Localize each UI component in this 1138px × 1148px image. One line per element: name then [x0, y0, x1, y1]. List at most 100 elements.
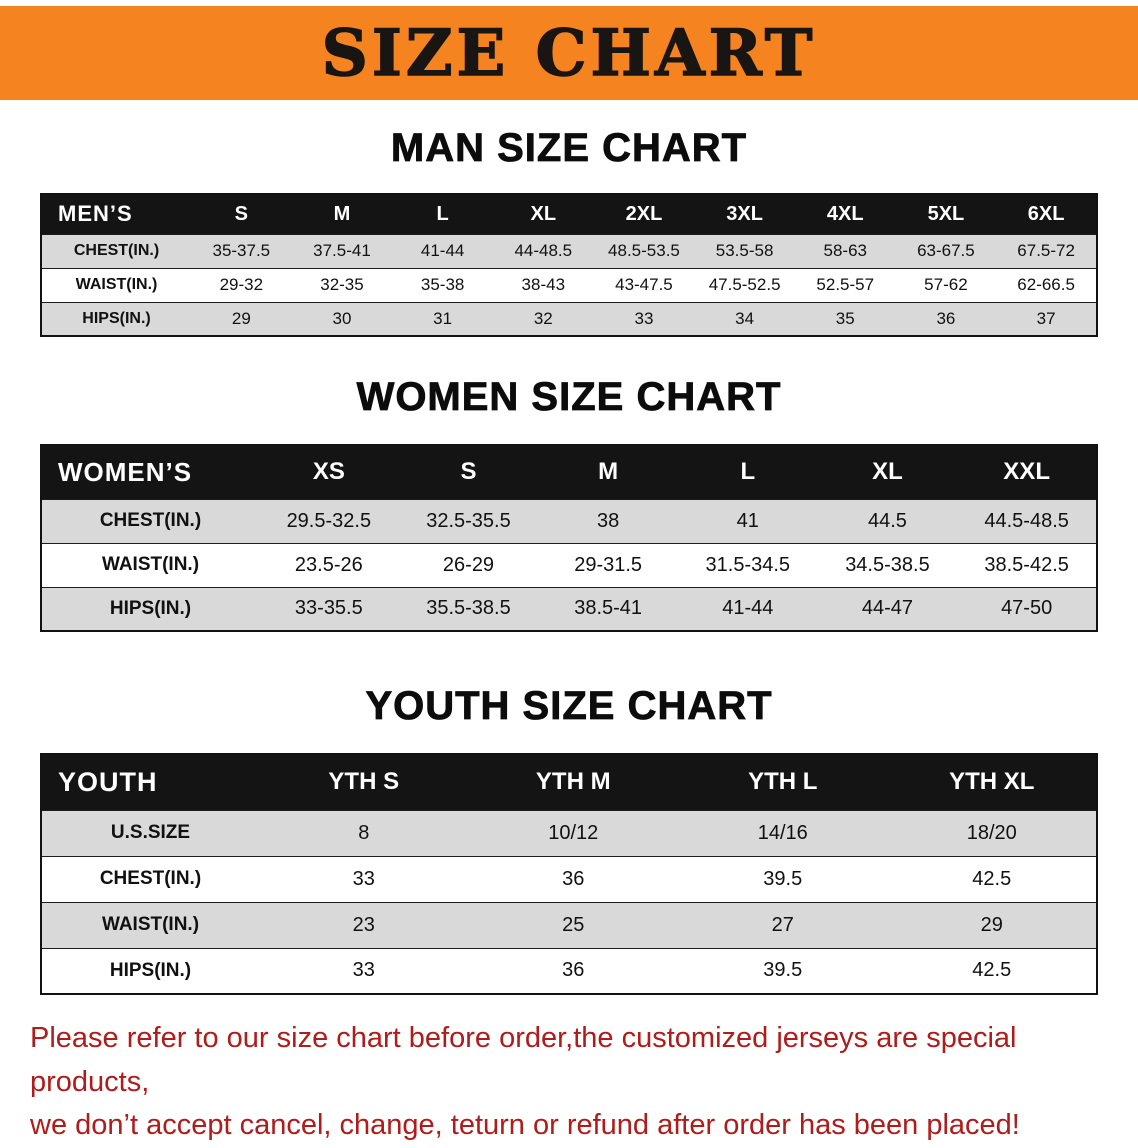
size-value-cell: 23 [352, 913, 375, 936]
column-header: 6XL [1027, 202, 1065, 225]
size-value-cell: 29-32 [219, 275, 264, 294]
size-value-cell: 67.5-72 [1017, 241, 1075, 260]
size-value-cell: 38.5-42.5 [984, 553, 1069, 576]
size-value-cell: 41-44 [722, 597, 774, 620]
size-value-cell: 31 [433, 308, 453, 328]
size-value-cell: 35-37.5 [212, 241, 271, 260]
table-row: HIPS(IN.) 33 36 39.5 42.5 [41, 948, 1097, 994]
column-header: M [598, 458, 619, 486]
table-row: CHEST(IN.) 35-37.5 37.5-41 41-44 44-48.5 48.5… [41, 234, 1097, 268]
size-value-cell: 18/20 [966, 821, 1017, 844]
women-size-chart-heading: WOMEN SIZE CHART [356, 375, 782, 420]
men-section: MAN SIZE CHART MEN’S S M L XL 2XL 3XL 4XL 5XL 6XL… [0, 126, 1138, 337]
row-label: HIPS(IN.) [109, 597, 192, 619]
table-corner-label: WOMEN’S [58, 456, 193, 487]
size-value-cell: 44-48.5 [514, 241, 573, 260]
table-row: CHEST(IN.) 29.5-32.5 32.5-35.5 38 41 44.5 44.5… [41, 499, 1097, 543]
size-value-cell: 35-38 [420, 275, 465, 294]
youth-size-table: YOUTH YTH S YTH M YTH L YTH XL U.S.SIZE 8 10/12… [40, 753, 1098, 995]
column-header: M [333, 202, 351, 225]
size-value-cell: 25 [562, 913, 585, 936]
table-row: WAIST(IN.) 23.5-26 26-29 29-31.5 31.5-34.5 34… [41, 543, 1097, 587]
size-value-cell: 29 [231, 308, 251, 328]
women-section: WOMEN SIZE CHART WOMEN’S XS S M L XL XXL CHEST(… [0, 375, 1138, 632]
column-header: YTH L [748, 768, 818, 796]
man-size-chart-heading: MAN SIZE CHART [390, 126, 748, 171]
size-value-cell: 34.5-38.5 [845, 553, 930, 576]
size-value-cell: 33-35.5 [294, 597, 363, 620]
header-row: YOUTH YTH S YTH M YTH L YTH XL [41, 754, 1097, 810]
size-value-cell: 32-35 [320, 275, 364, 294]
size-value-cell: 39.5 [763, 867, 803, 890]
table-corner-label: MEN’S [58, 201, 133, 227]
column-header: XL [872, 458, 903, 486]
youth-size-chart-heading: YOUTH SIZE CHART [365, 684, 773, 729]
size-value-cell: 29 [980, 913, 1003, 936]
column-header: L [740, 458, 756, 486]
size-value-cell: 44.5 [867, 509, 907, 532]
size-value-cell: 26-29 [442, 553, 495, 576]
row-label: WAIST(IN.) [101, 554, 200, 575]
column-header: S [234, 202, 248, 225]
disclaimer: Please refer to our size chart before or… [0, 1017, 1138, 1148]
size-value-cell: 47-50 [1001, 597, 1053, 620]
column-header: YTH S [328, 768, 400, 796]
column-header: YTH XL [949, 768, 1035, 796]
row-label: WAIST(IN.) [101, 914, 200, 935]
row-label: CHEST(IN.) [73, 242, 160, 259]
size-chart-page: SIZE CHART MAN SIZE CHART MEN’S S M L XL 2XL 3… [0, 6, 1138, 1148]
youth-section: YOUTH SIZE CHART YOUTH YTH S YTH M YTH L YTH… [0, 684, 1138, 995]
size-value-cell: 14/16 [757, 821, 808, 844]
size-value-cell: 38.5-41 [574, 597, 643, 620]
column-header: S [460, 458, 477, 486]
size-chart-title: SIZE CHART [321, 15, 817, 92]
size-value-cell: 44-47 [861, 597, 914, 620]
size-value-cell: 36 [562, 959, 585, 982]
size-value-cell: 33 [352, 959, 375, 982]
table-corner-label: YOUTH [58, 766, 158, 797]
header-row: WOMEN’S XS S M L XL XXL [41, 445, 1097, 499]
disclaimer-line-1: Please refer to our size chart before or… [30, 1022, 1017, 1098]
column-header: 4XL [826, 202, 864, 225]
size-value-cell: 37 [1036, 308, 1056, 328]
size-value-cell: 52.5-57 [816, 275, 875, 294]
size-value-cell: 58-63 [823, 241, 867, 260]
size-value-cell: 36 [562, 867, 585, 890]
column-header: 3XL [726, 202, 763, 225]
size-value-cell: 29-31.5 [574, 553, 643, 576]
size-value-cell: 57-62 [924, 275, 968, 294]
table-row: HIPS(IN.) 33-35.5 35.5-38.5 38.5-41 41-44 44-… [41, 587, 1097, 631]
row-label: U.S.SIZE [110, 822, 191, 843]
size-value-cell: 10/12 [548, 821, 599, 844]
size-value-cell: 33 [634, 308, 654, 328]
size-value-cell: 35 [835, 308, 855, 328]
column-header: XXL [1003, 458, 1050, 486]
table-row: CHEST(IN.) 33 36 39.5 42.5 [41, 856, 1097, 902]
row-label: HIPS(IN.) [109, 959, 192, 981]
size-value-cell: 44.5-48.5 [984, 509, 1069, 532]
size-value-cell: 41 [736, 509, 759, 532]
size-value-cell: 53.5-58 [715, 241, 774, 260]
row-label: WAIST(IN.) [75, 276, 158, 293]
column-header: YTH M [535, 768, 611, 796]
row-label: HIPS(IN.) [82, 309, 151, 327]
womens-size-table: WOMEN’S XS S M L XL XXL CHEST(IN.) 29.5-32.5 32.5… [40, 444, 1098, 632]
size-value-cell: 30 [332, 308, 352, 328]
size-value-cell: 38 [597, 509, 620, 532]
table-row: U.S.SIZE 8 10/12 14/16 18/20 [41, 810, 1097, 856]
size-value-cell: 42.5 [972, 959, 1012, 982]
size-value-cell: 32.5-35.5 [426, 509, 511, 532]
size-value-cell: 63-67.5 [917, 241, 975, 260]
table-row: HIPS(IN.) 29 30 31 32 33 34 35 36 37 [41, 302, 1097, 336]
disclaimer-line-2: we don’t accept cancel, change, teturn o… [30, 1109, 1020, 1141]
size-value-cell: 8 [358, 821, 370, 844]
row-label: CHEST(IN.) [99, 868, 202, 889]
column-header: L [436, 202, 449, 225]
table-row: WAIST(IN.) 29-32 32-35 35-38 38-43 43-47.5 47.… [41, 268, 1097, 302]
size-value-cell: 29.5-32.5 [286, 509, 372, 532]
size-value-cell: 48.5-53.5 [608, 241, 680, 260]
size-value-cell: 34 [735, 308, 755, 328]
size-value-cell: 62-66.5 [1017, 275, 1075, 294]
size-chart-banner: SIZE CHART [0, 6, 1138, 100]
size-value-cell: 27 [771, 913, 794, 936]
